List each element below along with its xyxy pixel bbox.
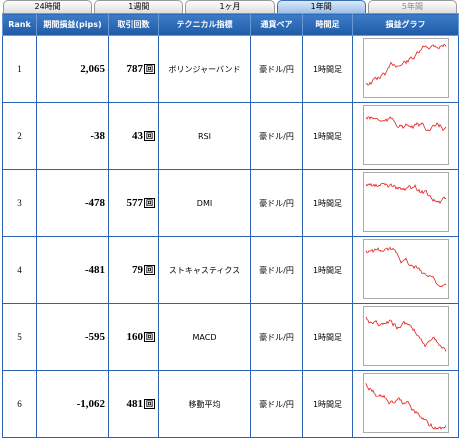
pnl-cell: 2,065 xyxy=(36,35,109,103)
indicator-cell: ボリンジャーバンド xyxy=(158,35,251,103)
column-header: 取引回数 xyxy=(108,13,159,36)
rank-cell: 1 xyxy=(2,35,37,103)
tab[interactable]: 5年間 xyxy=(367,0,458,13)
table-row: 2 -38 43 回 RSI 豪ドル/円 1時間足 xyxy=(2,102,459,170)
tab[interactable]: 1年間 xyxy=(276,0,366,13)
timeframe-cell: 1時間足 xyxy=(302,236,353,304)
tab[interactable]: 24時間 xyxy=(3,0,93,13)
trades-cell: 43 回 xyxy=(108,102,159,170)
indicator-cell: RSI xyxy=(158,102,251,170)
trade-count: 481 xyxy=(126,398,144,410)
trade-count: 577 xyxy=(126,197,144,209)
graph-cell xyxy=(352,303,459,371)
pnl-cell: -38 xyxy=(36,102,109,170)
sparkline-path xyxy=(365,383,446,430)
rank-cell: 4 xyxy=(2,236,37,304)
pair-cell: 豪ドル/円 xyxy=(250,35,303,103)
graph-cell xyxy=(352,169,459,237)
trades-cell: 481 回 xyxy=(108,370,159,438)
table-row: 4 -481 79 回ストキャスティクス 豪ドル/円 1時間足 xyxy=(2,236,459,304)
sparkline-frame xyxy=(362,239,449,299)
pair-cell: 豪ドル/円 xyxy=(250,102,303,170)
pair-cell: 豪ドル/円 xyxy=(250,169,303,237)
sparkline-path xyxy=(365,182,446,205)
indicator-cell: MACD xyxy=(158,303,251,371)
timeframe-cell: 1時間足 xyxy=(302,169,353,237)
rank-cell: 2 xyxy=(2,102,37,170)
pnl-sparkline xyxy=(362,38,449,98)
trade-unit: 回 xyxy=(144,131,155,142)
trades-cell: 787 回 xyxy=(108,35,159,103)
sparkline-frame xyxy=(362,38,449,98)
column-header: テクニカル指標 xyxy=(158,13,251,36)
table-row: 5 -595 160 回 MACD 豪ドル/円 1時間足 xyxy=(2,303,459,371)
pnl-sparkline xyxy=(362,373,449,433)
column-header: 損益グラフ xyxy=(352,13,459,36)
indicator-cell: ストキャスティクス xyxy=(158,236,251,304)
pair-cell: 豪ドル/円 xyxy=(250,236,303,304)
timeframe-cell: 1時間足 xyxy=(302,370,353,438)
rank-cell: 3 xyxy=(2,169,37,237)
sparkline-frame xyxy=(362,172,449,232)
table-row: 1 2,065 787 回ボリンジャーバンド 豪ドル/円 1時間足 xyxy=(2,35,459,103)
sparkline-path xyxy=(365,43,446,86)
timeframe-cell: 1時間足 xyxy=(302,35,353,103)
graph-cell xyxy=(352,236,459,304)
table-row: 3 -478 577 回 DMI 豪ドル/円 1時間足 xyxy=(2,169,459,237)
trade-unit: 回 xyxy=(144,265,155,276)
tab[interactable]: 1週間 xyxy=(94,0,184,13)
trades-cell: 160 回 xyxy=(108,303,159,371)
trade-unit: 回 xyxy=(144,64,155,75)
pnl-cell: -478 xyxy=(36,169,109,237)
trade-unit: 回 xyxy=(144,332,155,343)
trades-cell: 577 回 xyxy=(108,169,159,237)
sparkline-path xyxy=(365,246,446,288)
graph-cell xyxy=(352,370,459,438)
trades-cell: 79 回 xyxy=(108,236,159,304)
indicator-cell: 移動平均 xyxy=(158,370,251,438)
sparkline-path xyxy=(365,316,446,352)
column-header: 通貨ペア xyxy=(250,13,303,36)
trade-count: 43 xyxy=(132,130,143,142)
sparkline-frame xyxy=(362,306,449,366)
column-header: Rank xyxy=(2,13,37,36)
table-row: 6 -1,062 481 回移動平均 豪ドル/円 1時間足 xyxy=(2,370,459,438)
pnl-cell: -481 xyxy=(36,236,109,304)
trade-count: 160 xyxy=(126,331,144,343)
rank-cell: 5 xyxy=(2,303,37,371)
tab-bar: 24時間 1週間 1ヶ月 1年間 5年間 xyxy=(2,0,458,13)
timeframe-cell: 1時間足 xyxy=(302,102,353,170)
pnl-sparkline xyxy=(362,172,449,232)
pair-cell: 豪ドル/円 xyxy=(250,370,303,438)
indicator-cell: DMI xyxy=(158,169,251,237)
graph-cell xyxy=(352,35,459,103)
timeframe-cell: 1時間足 xyxy=(302,303,353,371)
trade-unit: 回 xyxy=(144,198,155,209)
pnl-sparkline xyxy=(362,105,449,165)
pair-cell: 豪ドル/円 xyxy=(250,303,303,371)
trade-count: 79 xyxy=(132,264,143,276)
table-body: 1 2,065 787 回ボリンジャーバンド 豪ドル/円 1時間足 2 -38 43 回 RSI 豪ド… xyxy=(2,35,459,438)
column-header: 時間足 xyxy=(302,13,353,36)
trade-count: 787 xyxy=(126,63,144,75)
sparkline-frame xyxy=(362,105,449,165)
header-row: Rank 期間損益(pips) 取引回数 テクニカル指標 通貨ペア 時間足 損益グラフ xyxy=(2,13,459,36)
pnl-sparkline xyxy=(362,239,449,299)
graph-cell xyxy=(352,102,459,170)
pnl-cell: -595 xyxy=(36,303,109,371)
pnl-sparkline xyxy=(362,306,449,366)
column-header: 期間損益(pips) xyxy=(36,13,109,36)
sparkline-path xyxy=(365,116,446,132)
rank-cell: 6 xyxy=(2,370,37,438)
pnl-cell: -1,062 xyxy=(36,370,109,438)
tab[interactable]: 1ヶ月 xyxy=(185,0,275,13)
trade-unit: 回 xyxy=(144,399,155,410)
